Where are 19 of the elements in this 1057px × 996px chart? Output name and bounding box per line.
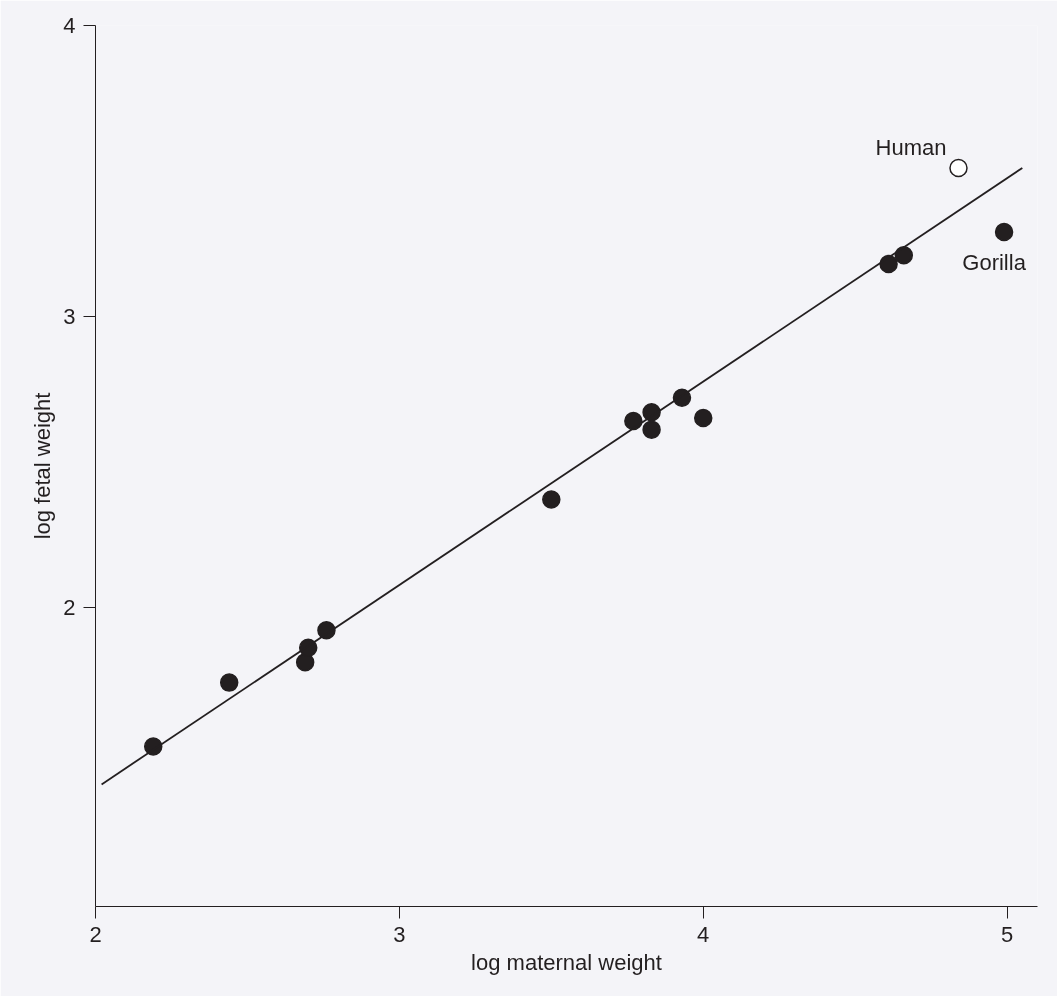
point bbox=[994, 222, 1014, 242]
point bbox=[693, 408, 713, 428]
x-tick-label: 2 bbox=[89, 921, 102, 947]
point bbox=[542, 490, 561, 509]
x-axis-title: log maternal weight bbox=[471, 949, 662, 975]
y-tick-label: 4 bbox=[63, 13, 76, 38]
point bbox=[624, 411, 643, 431]
annotation: Human bbox=[875, 134, 947, 160]
y-tick-label: 3 bbox=[63, 303, 76, 329]
point bbox=[642, 420, 661, 439]
x-tick-label: 4 bbox=[697, 921, 710, 947]
annotation: Gorilla bbox=[962, 249, 1027, 275]
point bbox=[949, 158, 968, 178]
y-tick-label: 2 bbox=[63, 594, 76, 620]
point bbox=[219, 673, 239, 692]
y-axis-title: log fetal weight bbox=[30, 392, 56, 540]
point bbox=[894, 245, 914, 265]
x-tick-label: 3 bbox=[393, 921, 406, 947]
x-tick-label: 5 bbox=[1001, 921, 1014, 947]
